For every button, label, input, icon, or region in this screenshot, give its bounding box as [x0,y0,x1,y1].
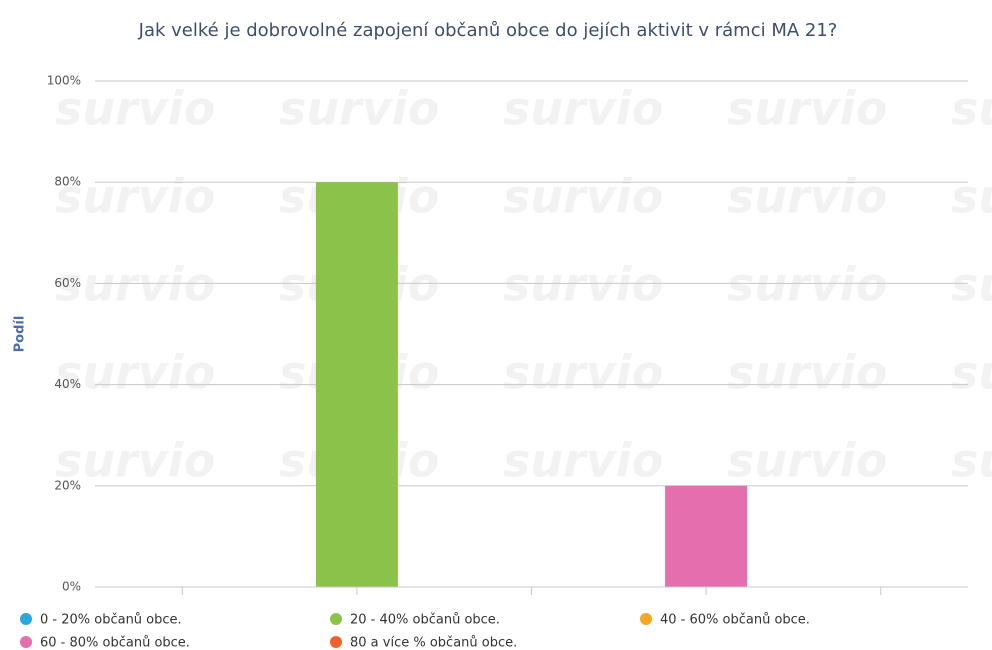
watermark: survio [727,170,887,224]
watermark: survio [951,434,992,488]
watermark: survio [55,258,215,312]
watermark: survio [503,170,663,224]
watermark: survio [727,346,887,400]
legend-label: 40 - 60% občanů obce. [660,613,810,628]
y-tick-label: 60% [54,276,81,290]
y-tick-label: 100% [47,74,81,88]
watermark: survio [55,82,215,136]
watermark: survio [503,258,663,312]
legend-label: 80 a více % občanů obce. [350,636,517,650]
watermark: survio [727,82,887,136]
watermark: survio [55,346,215,400]
watermark: survio [503,346,663,400]
watermark: survio [503,82,663,136]
y-tick-label: 0% [62,580,81,594]
legend-swatch [640,613,652,625]
watermark: survio [503,434,663,488]
y-axis-label: Podíl [13,316,28,353]
watermark: survio [951,258,992,312]
watermark: survio [951,346,992,400]
legend-label: 60 - 80% občanů obce. [40,636,190,650]
watermark: survio [55,170,215,224]
watermark-layer: survio survio survio survio survio survio surv… [55,82,992,488]
legend-swatch [20,636,32,648]
y-tick-label: 40% [54,377,81,391]
bar [665,485,748,587]
watermark: survio [727,434,887,488]
watermark: survio [951,170,992,224]
chart-title: Jak velké je dobrovolné zapojení občanů … [138,20,838,41]
bar [315,182,398,587]
watermark: survio [951,82,992,136]
legend-label: 0 - 20% občanů obce. [40,613,182,628]
legend-swatch [330,636,342,648]
watermark: survio [55,434,215,488]
y-tick-label: 80% [54,175,81,189]
watermark: survio [279,82,439,136]
legend-swatch [20,613,32,625]
legend-swatch [330,613,342,625]
y-tick-label: 20% [54,478,81,492]
legend-label: 20 - 40% občanů obce. [350,613,500,628]
watermark: survio [727,258,887,312]
